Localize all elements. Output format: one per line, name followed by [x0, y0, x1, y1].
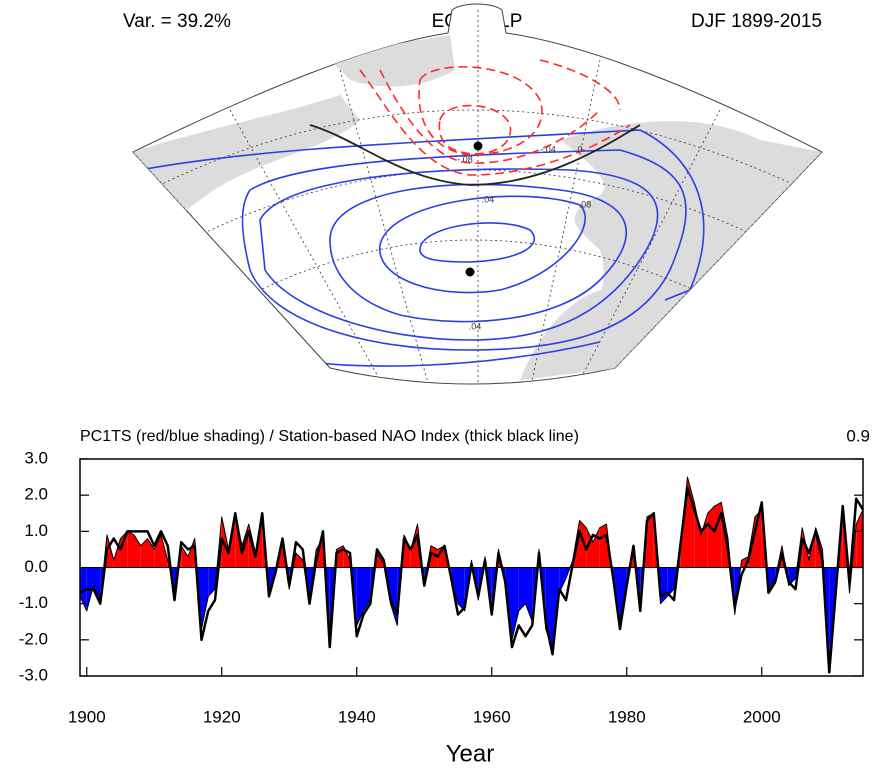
shading — [714, 502, 722, 568]
shading — [707, 506, 715, 568]
center-dot — [465, 267, 475, 277]
x-tick-label: 1980 — [608, 707, 646, 726]
contour — [379, 195, 586, 294]
shading — [512, 567, 519, 640]
shading — [154, 534, 161, 568]
land — [330, 35, 455, 87]
y-tick-label: -2.0 — [19, 629, 48, 648]
contour — [539, 59, 621, 111]
x-tick-label: 1960 — [473, 707, 511, 726]
variance-label: Var. = 39.2% — [123, 11, 231, 32]
land — [520, 290, 640, 380]
series-line — [79, 486, 865, 674]
x-axis-label: Year — [446, 740, 495, 767]
contour — [418, 66, 543, 156]
shading — [140, 538, 148, 568]
shading — [701, 513, 708, 568]
contour — [379, 69, 601, 164]
contour — [139, 129, 705, 301]
shading — [593, 527, 600, 568]
shading — [599, 524, 607, 568]
shading — [363, 567, 371, 611]
x-tick-label: 1900 — [68, 707, 106, 726]
x-tick-label: 2000 — [743, 707, 781, 726]
contour — [241, 149, 687, 351]
contour-label: -.08 — [457, 154, 473, 164]
shading — [458, 567, 465, 611]
zero-contour — [309, 124, 641, 186]
shading — [431, 545, 438, 568]
shading — [687, 477, 695, 568]
time-series-chart: PC1TS (red/blue shading) / Station-based… — [19, 426, 870, 767]
shading — [579, 520, 587, 568]
shading — [559, 567, 566, 593]
shading — [451, 567, 458, 604]
y-tick-label: 3.0 — [24, 448, 48, 467]
shading — [356, 567, 364, 626]
contour — [438, 104, 512, 155]
meridians — [133, 10, 822, 384]
x-tick-label: 1920 — [203, 707, 241, 726]
shading — [181, 545, 188, 568]
shading — [437, 545, 445, 568]
shading — [647, 513, 654, 568]
contour — [329, 183, 628, 323]
shading — [667, 567, 674, 597]
center-dot — [473, 141, 483, 151]
map-content — [133, 10, 822, 384]
contour — [359, 69, 631, 176]
shading — [410, 524, 418, 568]
shading — [620, 567, 627, 622]
y-tick-label: 2.0 — [24, 485, 48, 504]
shading — [147, 538, 155, 568]
land — [133, 95, 360, 230]
shading — [201, 567, 209, 629]
map: -.08 -.04 0 .04 .08 .04 — [132, 3, 823, 385]
y-tick-label: 1.0 — [24, 521, 48, 540]
contour-label: .04 — [469, 321, 482, 331]
contour-label: .04 — [482, 194, 495, 204]
chart-title: PC1TS (red/blue shading) / Station-based… — [80, 428, 579, 445]
contour — [419, 222, 536, 263]
shading — [127, 531, 134, 568]
contour — [259, 168, 659, 341]
shading — [120, 531, 128, 568]
y-tick-label: -3.0 — [19, 665, 48, 684]
shading — [93, 567, 101, 601]
x-tick-label: 1940 — [338, 707, 376, 726]
contour-label: .08 — [579, 199, 592, 209]
y-tick-label: -1.0 — [19, 593, 48, 612]
shading — [221, 516, 229, 568]
shading — [856, 509, 863, 568]
shading — [518, 567, 526, 611]
shading — [586, 527, 593, 568]
corner-text: 0.9 — [846, 426, 870, 445]
shading — [296, 553, 303, 568]
season-label: DJF 1899-2015 — [691, 11, 822, 32]
shading — [80, 567, 87, 611]
shading — [390, 567, 398, 626]
shading — [316, 538, 323, 568]
contour-label: 0 — [577, 144, 582, 154]
parallels — [149, 109, 806, 301]
shading — [208, 567, 215, 597]
contour-label: -.04 — [540, 144, 556, 154]
shading — [788, 567, 796, 586]
y-tick-label: 0.0 — [24, 557, 48, 576]
shading — [768, 567, 776, 590]
